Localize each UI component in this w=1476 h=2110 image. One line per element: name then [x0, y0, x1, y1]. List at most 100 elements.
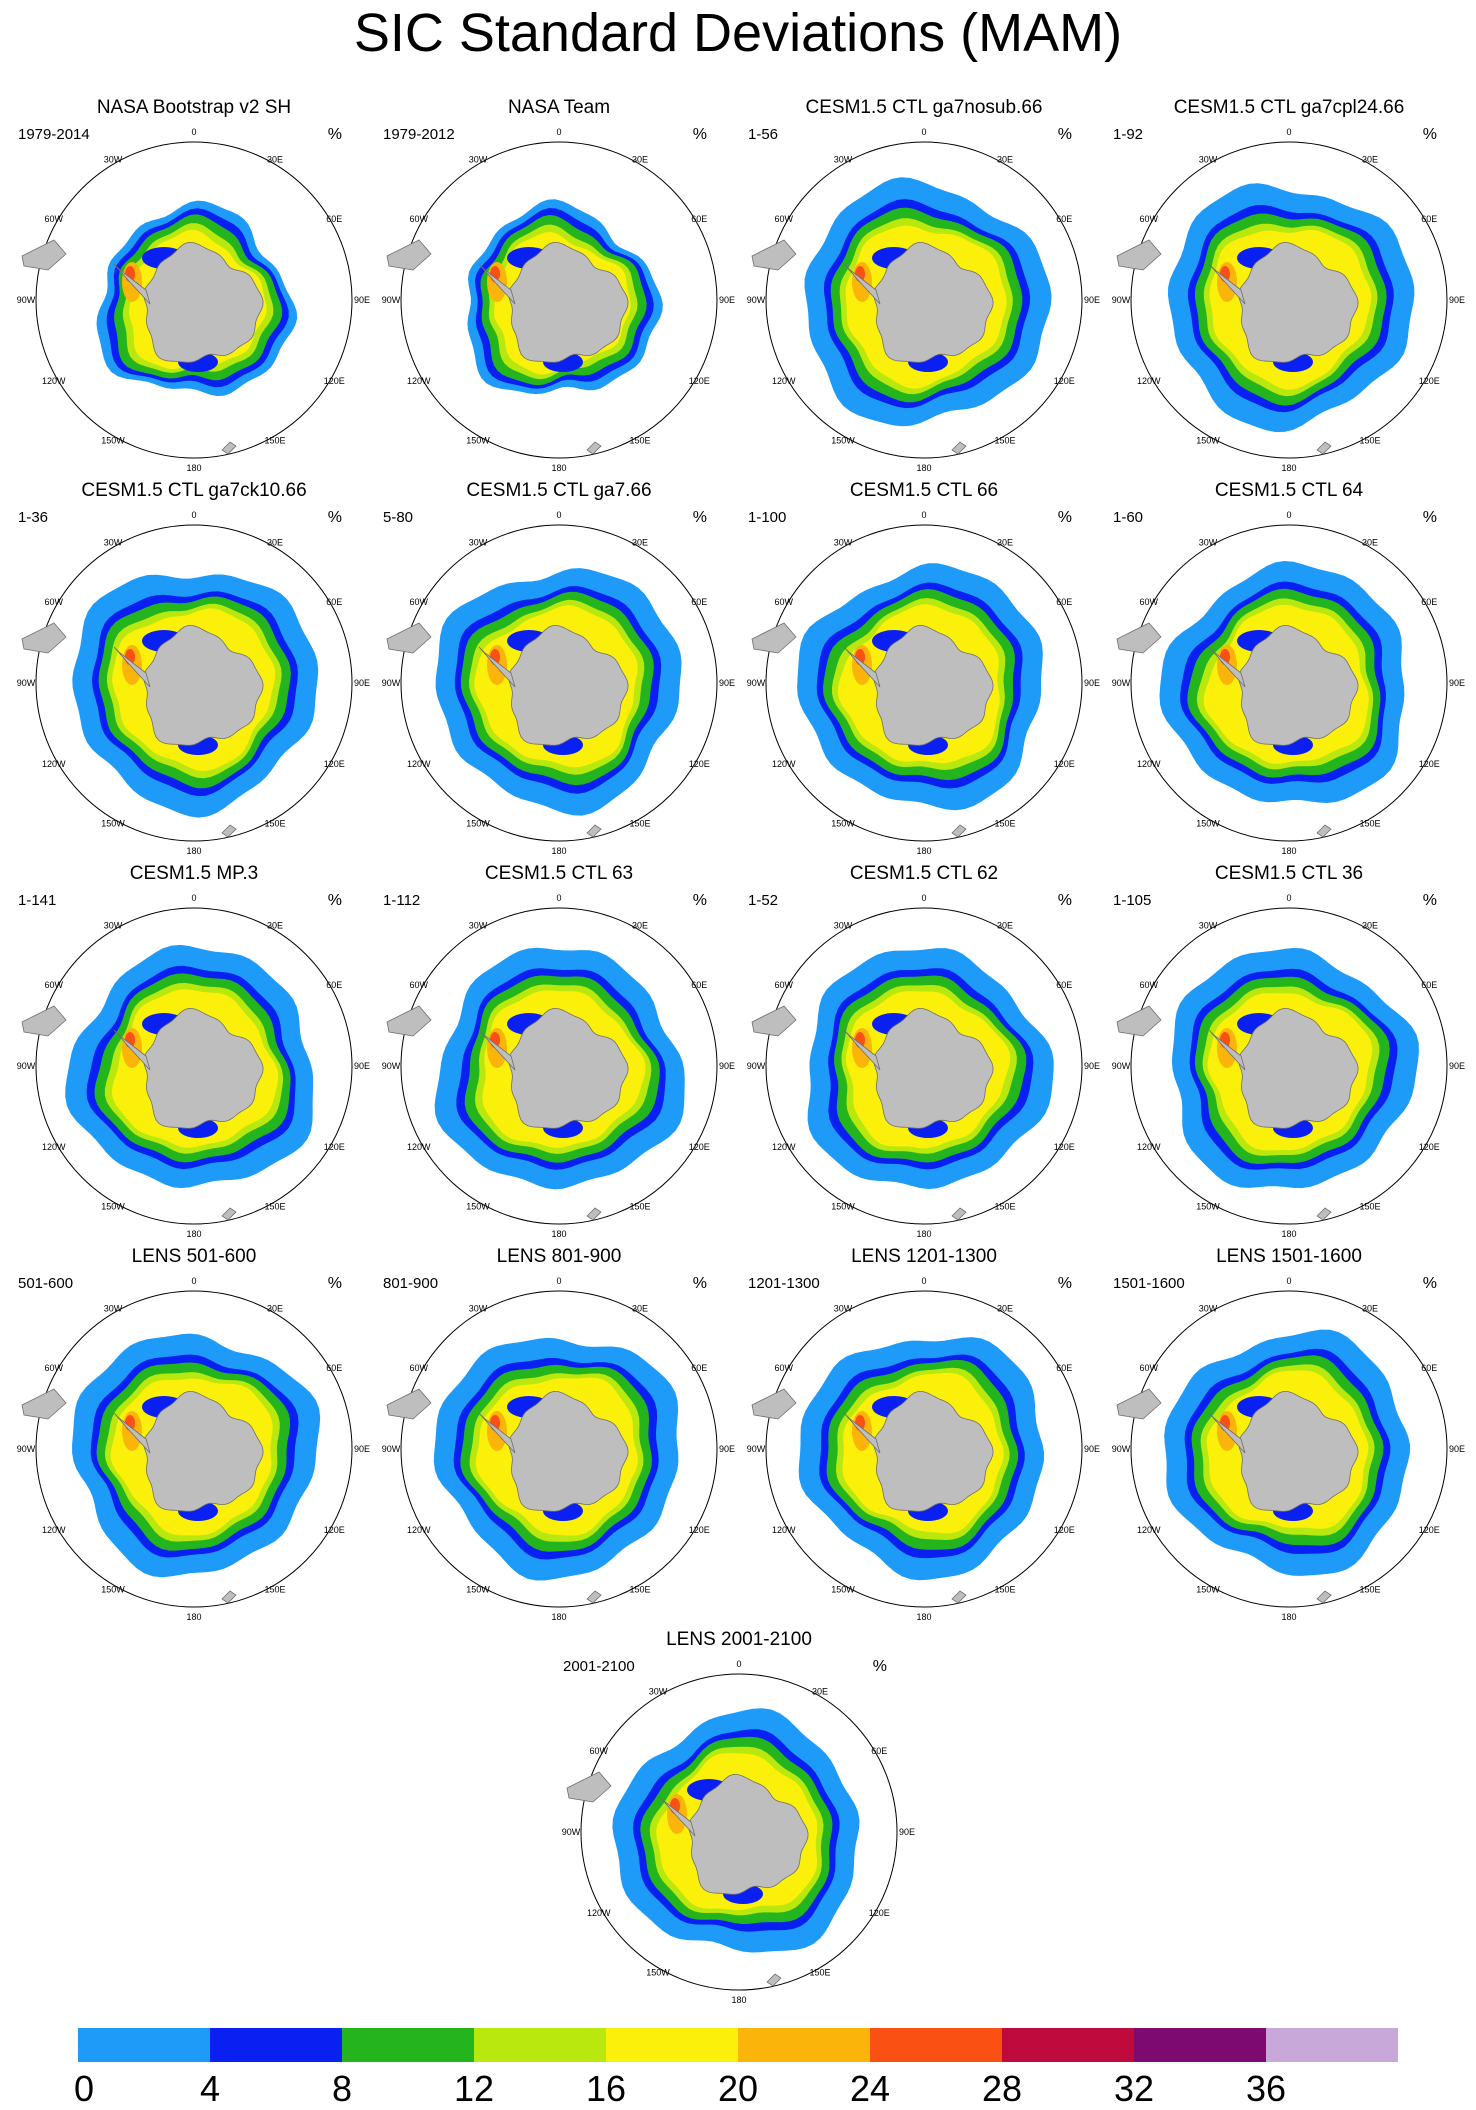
map-panel: CESM1.5 CTL ga7cpl24.66 1-92% 0 30E 60E 90E 12… [1105, 96, 1473, 476]
longitude-label: 150W [101, 1201, 125, 1211]
longitude-label: 0 [921, 511, 926, 520]
longitude-label: 150W [1196, 1584, 1220, 1594]
longitude-label: 180 [916, 463, 931, 473]
longitude-label: 90E [354, 678, 370, 688]
longitude-label: 90W [562, 1827, 581, 1837]
longitude-label: 90W [17, 1061, 36, 1071]
longitude-label: 120W [772, 1525, 796, 1535]
longitude-label: 0 [556, 511, 561, 520]
polar-map: 0 30E 60E 90E 120E 150E 180 150W 120W 90W 60W 30W [562, 1660, 915, 2005]
colorbar-segment [474, 2028, 606, 2062]
longitude-label: 150E [629, 1584, 650, 1594]
longitude-label: 60W [44, 980, 63, 990]
map-panel: LENS 801-900 801-900% 0 30E 60E 90E 120E 150E 18… [375, 1245, 743, 1625]
polar-map: 0 30E 60E 90E 120E 150E 180 150W 120W 90W 60W 30W [382, 1277, 735, 1622]
longitude-label: 0 [921, 1277, 926, 1286]
longitude-label: 120W [407, 1142, 431, 1152]
longitude-label: 0 [191, 511, 196, 520]
longitude-label: 120W [1137, 759, 1161, 769]
antarctica-landmass [1238, 624, 1359, 746]
panel-unit: % [1422, 892, 1437, 909]
polar-map: 0 30E 60E 90E 120E 150E 180 150W 120W 90W 60W 30W [17, 894, 370, 1239]
longitude-label: 30W [834, 921, 853, 931]
map-panel: CESM1.5 CTL 63 1-112% 0 30E 60E 90E 120E 150E 18… [375, 862, 743, 1242]
south-america-landmass [751, 622, 797, 654]
antarctica-landmass [1238, 241, 1359, 363]
longitude-label: 120E [324, 1525, 345, 1535]
longitude-label: 180 [916, 846, 931, 856]
polar-map: 0 30E 60E 90E 120E 150E 180 150W 120W 90W 60W 30W [1112, 511, 1465, 856]
south-america-landmass [21, 239, 67, 271]
longitude-label: 180 [186, 1229, 201, 1239]
panel-period: 501-600 [18, 1275, 74, 1292]
panel-unit: % [1057, 509, 1072, 526]
longitude-label: 120E [689, 1142, 710, 1152]
longitude-label: 90W [382, 1444, 401, 1454]
longitude-label: 120W [772, 1142, 796, 1152]
longitude-label: 150W [831, 818, 855, 828]
map-panel: CESM1.5 MP.3 1-141% 0 30E 60E 90E 120E 150E 180 1… [10, 862, 378, 1242]
longitude-label: 90W [1112, 1061, 1131, 1071]
longitude-label: 0 [191, 894, 196, 903]
longitude-label: 120W [1137, 376, 1161, 386]
longitude-label: 90E [1084, 1061, 1100, 1071]
longitude-label: 150E [264, 818, 285, 828]
longitude-label: 150E [1359, 1584, 1380, 1594]
panel-title: LENS 1201-1300 [851, 1246, 997, 1267]
polar-map: 0 30E 60E 90E 120E 150E 180 150W 120W 90W 60W 30W [17, 1277, 370, 1622]
longitude-label: 90E [719, 1061, 735, 1071]
longitude-label: 150W [831, 1584, 855, 1594]
panel-period: 1201-1300 [748, 1275, 820, 1292]
antarctica-landmass [688, 1773, 809, 1895]
longitude-label: 30W [469, 1304, 488, 1314]
antarctica-landmass [508, 1390, 629, 1512]
longitude-label: 90E [1449, 1061, 1465, 1071]
antarctic-peninsula [843, 263, 881, 305]
colorbar-tick-label: 16 [585, 2068, 627, 2109]
longitude-label: 180 [551, 1612, 566, 1622]
colorbar-segment [1002, 2028, 1134, 2062]
panel-title: LENS 801-900 [496, 1246, 622, 1267]
longitude-label: 0 [556, 128, 561, 137]
map-panel: CESM1.5 CTL 64 1-60% 0 30E 60E 90E 120E 150E 180… [1105, 479, 1473, 859]
antarctic-peninsula [843, 646, 881, 688]
longitude-label: 30W [104, 155, 123, 165]
longitude-label: 60W [409, 980, 428, 990]
panel-period: 1979-2014 [18, 126, 90, 143]
longitude-label: 0 [921, 128, 926, 137]
panel-title: CESM1.5 CTL ga7.66 [466, 480, 652, 501]
longitude-label: 30E [632, 538, 648, 548]
panel-title: CESM1.5 CTL ga7ck10.66 [81, 480, 307, 501]
antarctic-peninsula [478, 646, 516, 688]
longitude-label: 0 [1286, 128, 1291, 137]
longitude-label: 120W [772, 759, 796, 769]
longitude-label: 150W [466, 1201, 490, 1211]
new-zealand-landmass [766, 1973, 782, 1987]
panel-unit: % [692, 1275, 707, 1292]
polar-map: 0 30E 60E 90E 120E 150E 180 150W 120W 90W 60W 30W [17, 128, 370, 473]
panel-title: CESM1.5 CTL ga7nosub.66 [805, 97, 1043, 118]
longitude-label: 90E [1084, 1444, 1100, 1454]
map-panel: NASA Team 1979-2012% 0 30E 60E 90E 120E 150E 180… [375, 96, 743, 476]
new-zealand-landmass [586, 441, 602, 455]
longitude-label: 60W [774, 980, 793, 990]
antarctica-landmass [873, 1390, 994, 1512]
longitude-label: 150W [1196, 818, 1220, 828]
south-america-landmass [1116, 239, 1162, 271]
antarctica-landmass [143, 241, 264, 363]
longitude-label: 150W [646, 1967, 670, 1977]
longitude-label: 60E [871, 1746, 887, 1756]
longitude-label: 120W [42, 1525, 66, 1535]
antarctica-landmass [508, 624, 629, 746]
longitude-label: 120W [42, 1142, 66, 1152]
longitude-label: 120W [1137, 1142, 1161, 1152]
longitude-label: 60E [326, 1363, 342, 1373]
longitude-label: 30W [1199, 1304, 1218, 1314]
colorbar-tick-label: 20 [717, 2068, 759, 2109]
panel-title: NASA Bootstrap v2 SH [96, 97, 292, 118]
antarctica-landmass [873, 241, 994, 363]
antarctica-landmass [1238, 1007, 1359, 1129]
longitude-label: 150E [994, 435, 1015, 445]
south-america-landmass [566, 1771, 612, 1803]
panel-title: CESM1.5 CTL 63 [484, 863, 634, 884]
